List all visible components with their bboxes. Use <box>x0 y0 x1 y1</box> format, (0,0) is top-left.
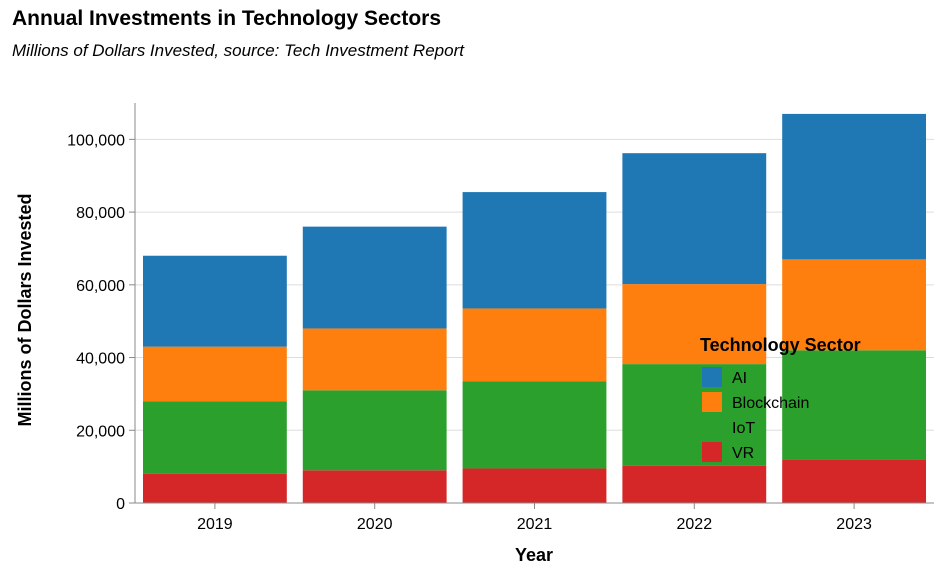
x-tick-label: 2021 <box>517 516 553 533</box>
bar-blockchain-2021 <box>462 308 607 382</box>
bar-vr-2021 <box>462 468 607 503</box>
legend-swatch-iot <box>702 417 722 437</box>
x-axis-title: Year <box>515 545 553 565</box>
bar-vr-2019 <box>142 473 287 503</box>
x-tick-label: 2023 <box>836 516 872 533</box>
y-tick-label: 80,000 <box>76 205 125 222</box>
bar-vr-2020 <box>302 470 447 503</box>
y-tick-label: 60,000 <box>76 278 125 295</box>
x-tick-label: 2022 <box>677 516 713 533</box>
bar-blockchain-2019 <box>142 346 287 402</box>
bar-iot-2023 <box>782 350 927 460</box>
legend-label-iot: IoT <box>732 420 755 437</box>
legend-label-ai: AI <box>732 370 747 387</box>
bar-ai-2019 <box>142 255 287 347</box>
bar-vr-2023 <box>782 459 927 503</box>
legend-title: Technology Sector <box>700 335 861 355</box>
y-tick-label: 0 <box>116 496 125 513</box>
bar-blockchain-2020 <box>302 328 447 391</box>
legend-swatch-vr <box>702 442 722 462</box>
bar-ai-2020 <box>302 226 447 329</box>
bars <box>142 113 927 503</box>
bar-iot-2019 <box>142 401 287 474</box>
legend: Technology Sector AI Blockchain IoT VR <box>700 335 861 462</box>
bar-ai-2022 <box>622 153 767 285</box>
legend-swatch-blockchain <box>702 392 722 412</box>
y-tick-label: 20,000 <box>76 423 125 440</box>
y-axis-title: Millions of Dollars Invested <box>15 193 35 426</box>
bar-ai-2021 <box>462 192 607 309</box>
bar-vr-2022 <box>622 465 767 503</box>
bar-iot-2021 <box>462 381 607 469</box>
legend-label-blockchain: Blockchain <box>732 395 809 412</box>
legend-swatch-ai <box>702 367 722 387</box>
axes: 0 20,000 40,000 60,000 80,000 100,000 2019 2020… <box>67 103 934 533</box>
chart-title: Annual Investments in Technology Sectors <box>12 7 442 30</box>
x-tick-label: 2019 <box>197 516 233 533</box>
bar-iot-2022 <box>622 364 767 466</box>
legend-label-vr: VR <box>732 445 754 462</box>
bar-blockchain-2022 <box>622 284 767 365</box>
y-tick-label: 40,000 <box>76 351 125 368</box>
bar-iot-2020 <box>302 390 447 471</box>
bar-ai-2023 <box>782 113 927 260</box>
x-tick-label: 2020 <box>357 516 393 533</box>
chart-subtitle: Millions of Dollars Invested, source: Te… <box>12 41 464 60</box>
bar-blockchain-2023 <box>782 259 927 351</box>
y-tick-label: 100,000 <box>67 132 125 149</box>
